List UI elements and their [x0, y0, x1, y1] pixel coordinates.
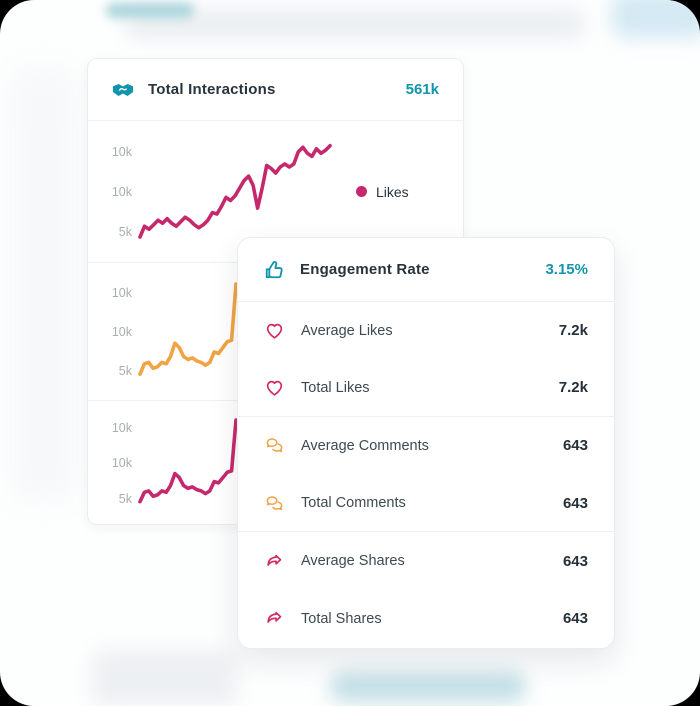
comments-icon — [264, 435, 285, 456]
comments-icon — [264, 493, 285, 514]
stat-label: Average Likes — [301, 322, 393, 339]
stat-row: Total Likes 7.2k — [238, 360, 614, 418]
stat-row: Average Comments 643 — [238, 417, 614, 475]
y-axis-tick: 5k — [118, 225, 132, 240]
y-axis-tick: 10k — [111, 184, 132, 199]
y-axis-tick: 10k — [111, 456, 132, 470]
stat-value: 7.2k — [558, 379, 588, 397]
likes-chart-section: 10k 10k 5k Likes — [88, 121, 463, 263]
handshake-icon — [112, 79, 134, 101]
stat-value: 643 — [562, 610, 588, 628]
card-title: Engagement Rate — [300, 261, 430, 278]
background-blur-bottom-left — [92, 650, 237, 706]
stat-row: Average Likes 7.2k — [238, 302, 614, 360]
stat-label: Total Comments — [301, 495, 406, 512]
legend-dot — [356, 186, 367, 197]
stat-label: Total Likes — [301, 379, 370, 396]
stat-value: 643 — [562, 494, 588, 512]
background-blur-left — [12, 70, 76, 500]
y-axis-tick: 5k — [118, 364, 132, 379]
stat-label: Average Comments — [301, 437, 429, 454]
legend-label: Likes — [376, 183, 409, 200]
stat-label: Total Shares — [301, 610, 382, 627]
stat-row: Total Shares 643 — [238, 590, 614, 648]
background-blur-heading — [125, 8, 585, 40]
stat-label: Average Shares — [301, 553, 405, 570]
likes-sparkline — [138, 143, 332, 239]
y-axis-tick: 10k — [111, 324, 132, 339]
background-blur-blue-right — [612, 0, 700, 38]
total-interactions-value: 561k — [405, 81, 439, 98]
shares-sparkline — [138, 418, 238, 504]
y-axis-tick: 10k — [111, 286, 132, 301]
shares-chart-section: 10k 10k 5k — [88, 401, 463, 525]
heart-icon — [264, 377, 285, 398]
share-icon — [264, 551, 285, 572]
total-interactions-header: Total Interactions 561k — [88, 59, 463, 121]
engagement-rate-header: Engagement Rate 3.15% — [238, 238, 614, 302]
thumbs-up-icon — [264, 259, 286, 281]
y-axis-tick: 10k — [111, 145, 132, 160]
stat-row: Average Shares 643 — [238, 532, 614, 590]
y-axis-tick: 5k — [118, 491, 132, 506]
stat-row: Total Comments 643 — [238, 475, 614, 533]
comments-sparkline — [138, 282, 238, 376]
engagement-rate-value: 3.15% — [545, 261, 588, 278]
stat-value: 643 — [562, 437, 588, 455]
engagement-rate-card: Engagement Rate 3.15% Average Likes 7.2k… — [237, 237, 615, 649]
y-axis-tick: 10k — [111, 421, 132, 436]
heart-icon — [264, 320, 285, 341]
stat-value: 643 — [562, 552, 588, 570]
chart-legend: Likes — [356, 184, 409, 200]
engagement-stats-list: Average Likes 7.2k Total Likes 7.2k Aver… — [238, 302, 614, 648]
background-blur-teal-top — [106, 3, 194, 18]
card-title: Total Interactions — [148, 81, 276, 98]
share-icon — [264, 608, 285, 629]
background-blur-teal-bottom — [330, 672, 526, 702]
stat-value: 7.2k — [558, 322, 588, 340]
